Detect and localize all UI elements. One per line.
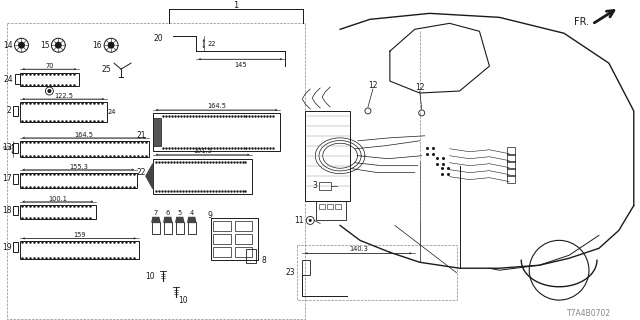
Text: 13: 13 [2,143,12,152]
Text: 122.5: 122.5 [54,93,73,99]
Text: 5: 5 [178,211,182,216]
Bar [335,204,341,210]
Text: 164.5: 164.5 [207,103,226,109]
Bar [508,168,515,176]
Bar [6,23,305,319]
Text: 8: 8 [261,256,266,265]
Text: 24: 24 [4,75,13,84]
Bar [164,222,172,234]
Bar [19,141,149,157]
Text: 18: 18 [2,206,12,215]
Bar [508,154,515,162]
Bar [13,174,17,184]
Text: 6: 6 [166,211,170,216]
Bar [19,173,137,188]
Text: 17: 17 [2,174,12,183]
Bar [234,221,252,231]
Polygon shape [176,218,184,222]
Text: 1: 1 [234,1,239,10]
Polygon shape [146,164,153,188]
Bar [246,249,257,263]
Text: T7A4B0702: T7A4B0702 [567,308,611,317]
Text: 22: 22 [207,41,216,47]
Bar [19,102,107,122]
Bar [153,118,161,146]
Text: 12: 12 [415,83,424,92]
Bar [302,260,310,275]
Bar [19,241,139,259]
Bar [19,73,79,86]
Text: 100.1: 100.1 [49,196,67,202]
Bar [152,222,160,234]
Text: 25: 25 [102,65,111,74]
Circle shape [108,42,115,49]
Bar [327,204,333,210]
Circle shape [18,42,25,49]
Text: 15: 15 [40,41,49,50]
Bar [508,161,515,169]
Text: 159: 159 [73,232,86,238]
Text: 9: 9 [207,211,212,220]
Bar [305,111,350,201]
Text: 12: 12 [368,81,378,90]
Bar [297,245,456,300]
Text: 14: 14 [3,41,13,50]
Text: 10: 10 [145,272,155,281]
Text: 3: 3 [312,181,317,190]
Bar [508,175,515,183]
Text: 9.4: 9.4 [3,146,13,151]
Bar [13,205,17,215]
Bar [212,234,230,244]
Bar [212,247,230,257]
Polygon shape [164,218,172,222]
Text: 16: 16 [93,41,102,50]
Bar [319,182,331,189]
Polygon shape [152,218,160,222]
Bar [319,204,325,210]
Text: 10: 10 [178,296,188,305]
Text: 22: 22 [136,168,146,177]
Bar [234,234,252,244]
Text: 21: 21 [136,131,146,140]
Text: 101.5: 101.5 [193,148,212,154]
Bar [188,222,196,234]
Bar [13,242,17,252]
Bar [234,247,252,257]
Bar [508,147,515,155]
Text: 19: 19 [2,243,12,252]
Bar [211,219,259,260]
Text: 155.3: 155.3 [69,164,88,170]
Text: 140.3: 140.3 [349,246,368,252]
Text: 7: 7 [154,211,158,216]
Bar [19,204,96,220]
Text: 70: 70 [45,63,54,69]
Circle shape [47,89,51,93]
Text: 4: 4 [189,211,194,216]
Polygon shape [188,218,196,222]
Circle shape [308,219,312,222]
Text: 145: 145 [234,62,247,68]
Bar [212,221,230,231]
Text: 164.5: 164.5 [75,132,93,138]
Text: 23: 23 [285,268,295,277]
Text: 20: 20 [153,34,163,43]
Bar [153,113,280,151]
Circle shape [55,42,62,49]
Text: FR.: FR. [574,17,589,27]
Bar [15,74,19,84]
Bar [13,143,17,153]
Bar [13,106,17,116]
Text: 11: 11 [294,216,303,225]
Text: 2: 2 [7,107,12,116]
Bar [316,201,346,220]
Bar [153,159,252,194]
Text: 24: 24 [108,109,116,115]
Bar [176,222,184,234]
